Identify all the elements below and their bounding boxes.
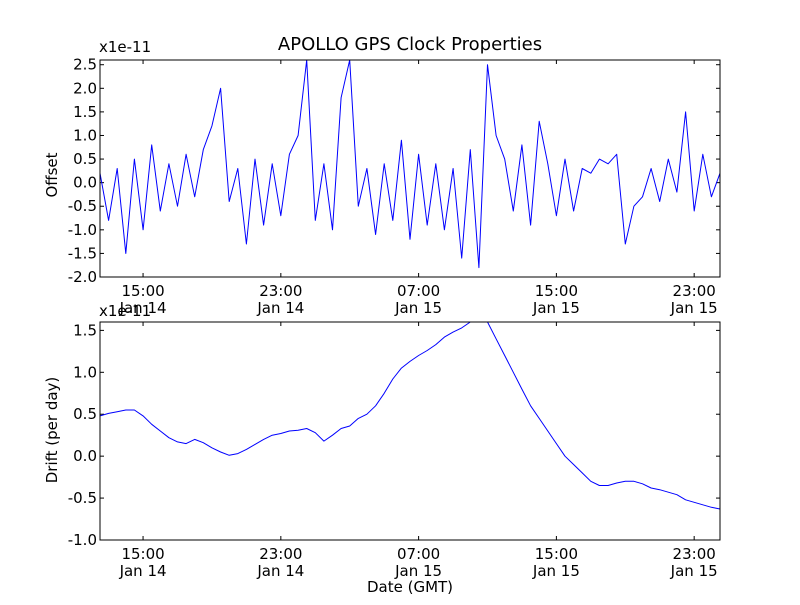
offset-x-tick-time-label: 15:00 xyxy=(121,282,164,300)
offset-exponent-label: x1e-11 xyxy=(99,38,151,56)
offset-plot-frame xyxy=(99,59,721,278)
drift-exponent-label: x1e-11 xyxy=(99,302,151,320)
drift-y-tick-label: 1.5 xyxy=(73,321,97,339)
drift-panel: x1e-11 Drift (per day) Date (GMT) -1.0 -0… xyxy=(43,302,721,596)
drift-series-line xyxy=(99,321,721,510)
offset-series-line xyxy=(99,59,721,269)
offset-x-tick-time-label: 23:00 xyxy=(673,282,716,300)
offset-y-tick-label: 0.0 xyxy=(73,174,97,192)
drift-x-tick-time-label: 15:00 xyxy=(535,545,578,563)
offset-y-tick-label: 2.5 xyxy=(73,56,97,74)
drift-x-tick-time-label: 23:00 xyxy=(259,545,302,563)
drift-x-tick-date-label: Jan 15 xyxy=(670,562,718,580)
offset-y-tick-label: 1.5 xyxy=(73,103,97,121)
offset-y-tick-label: 0.5 xyxy=(73,150,97,168)
drift-plot-frame xyxy=(99,321,721,541)
offset-panel: APOLLO GPS Clock Properties x1e-11 Offse… xyxy=(43,34,721,317)
drift-y-tick-label: -0.5 xyxy=(68,489,97,507)
offset-x-tick-time-label: 07:00 xyxy=(397,282,440,300)
offset-x-tick-time-label: 15:00 xyxy=(535,282,578,300)
drift-y-ticks: -1.0 -0.5 0.0 0.5 1.0 1.5 xyxy=(68,321,720,549)
offset-y-tick-label: 2.0 xyxy=(73,79,97,97)
drift-x-tick-date-label: Jan 15 xyxy=(394,562,442,580)
offset-y-tick-label: -2.0 xyxy=(68,268,97,286)
drift-x-tick-date-label: Jan 14 xyxy=(256,562,304,580)
offset-x-tick-time-label: 23:00 xyxy=(259,282,302,300)
offset-x-tick-date-label: Jan 15 xyxy=(394,299,442,317)
offset-x-tick-date-label: Jan 15 xyxy=(670,299,718,317)
drift-x-tick-date-label: Jan 15 xyxy=(532,562,580,580)
drift-y-tick-label: 0.5 xyxy=(73,405,97,423)
offset-x-tick-date-label: Jan 15 xyxy=(532,299,580,317)
offset-x-tick-date-label: Jan 14 xyxy=(256,299,304,317)
offset-y-ticks: -2.0 -1.5 -1.0 -0.5 0.0 0.5 1.0 1.5 2.0 2.5 xyxy=(68,56,720,286)
drift-x-tick-date-label: Jan 14 xyxy=(119,562,167,580)
offset-y-tick-label: -0.5 xyxy=(68,197,97,215)
offset-y-tick-label: -1.0 xyxy=(68,221,97,239)
offset-y-tick-label: -1.5 xyxy=(68,244,97,262)
offset-x-tick-date-label: Jan 14 xyxy=(119,299,167,317)
chart-title: APOLLO GPS Clock Properties xyxy=(278,34,542,55)
drift-y-tick-label: -1.0 xyxy=(68,531,97,549)
x-axis-label: Date (GMT) xyxy=(367,578,453,596)
drift-x-tick-time-label: 15:00 xyxy=(121,545,164,563)
drift-y-tick-label: 0.0 xyxy=(73,447,97,465)
offset-y-tick-label: 1.0 xyxy=(73,126,97,144)
drift-x-tick-time-label: 23:00 xyxy=(673,545,716,563)
drift-x-tick-time-label: 07:00 xyxy=(397,545,440,563)
offset-y-axis-label: Offset xyxy=(43,152,61,197)
drift-y-tick-label: 1.0 xyxy=(73,363,97,381)
drift-y-axis-label: Drift (per day) xyxy=(43,377,61,484)
